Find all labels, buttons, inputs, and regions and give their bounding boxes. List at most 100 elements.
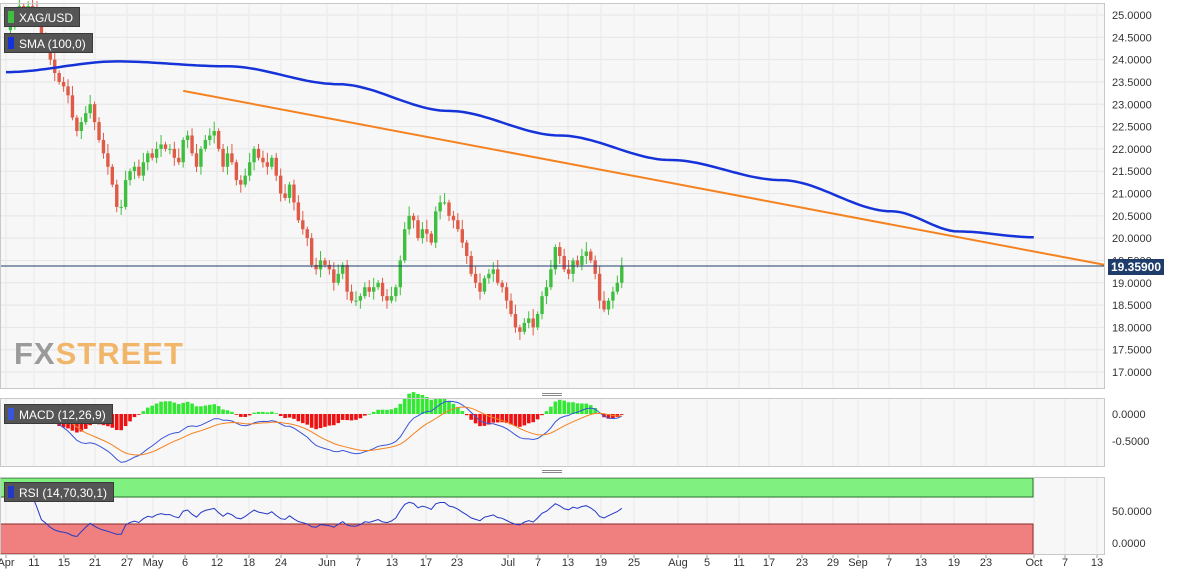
candle [97,117,101,143]
macd-bar [265,412,270,414]
macd-bar [389,409,394,414]
symbol-swatch [8,11,14,23]
macd-bar [380,409,385,414]
macd-bar [447,401,451,414]
candle [580,248,584,271]
macd-bar [460,411,465,414]
candle [451,210,456,229]
candle [553,244,558,275]
candle [132,161,137,180]
candle [327,259,332,275]
macd-signal-line [5,406,622,456]
candle [301,210,305,235]
candle [602,291,606,313]
candle [154,141,159,164]
candle [287,181,292,204]
candle [123,170,128,210]
pane-resize-handle[interactable] [542,393,562,396]
candle [558,242,562,265]
candle [88,94,92,119]
candle [611,286,615,309]
candle [442,193,447,206]
candle [513,304,518,333]
time-tick-label: 23 [980,557,992,569]
candle [615,275,620,295]
candle [101,132,106,159]
macd-bar [203,405,208,414]
macd-bar [580,403,584,414]
macd-bar [482,414,487,426]
candle [221,143,225,173]
time-tick-label: Sep [848,557,868,569]
pane-resize-handle[interactable] [542,470,562,473]
time-tick-label: 17 [420,557,432,569]
time-tick-label: 7 [355,557,361,569]
macd-bar [429,399,434,414]
candle [460,219,464,248]
candle [212,121,216,144]
time-tick-label: 15 [58,557,70,569]
candle [70,85,75,121]
macd-bar [314,414,318,430]
candle [265,152,270,175]
candle [371,277,376,300]
macd-bar [238,414,243,417]
macd-bar [464,414,469,416]
macd-bar [119,414,123,431]
macd-bar [216,406,221,414]
candle [411,213,416,229]
candle [456,213,460,232]
candle [544,280,549,305]
candle [407,206,411,235]
time-tick-label: 6 [182,557,188,569]
macd-bar [340,414,345,420]
time-tick-label: 19 [948,557,960,569]
candle [491,262,495,282]
candle [75,114,79,137]
macd-bar [376,409,380,414]
price-tick-label: 19.0000 [1112,278,1152,290]
macd-bar [323,414,327,427]
macd-bar [305,414,310,425]
time-tick-label: 27 [121,557,133,569]
macd-bar [394,407,398,414]
macd-bar [243,414,248,418]
time-tick-label: 7 [535,557,541,569]
price-tick-label: 17.0000 [1112,367,1152,379]
macd-legend[interactable]: MACD (12,26,9) [4,404,113,424]
macd-bar [261,411,265,414]
macd-bar [199,406,203,414]
macd-bar [278,414,283,417]
time-tick-label: 17 [763,557,775,569]
macd-bar [611,414,615,419]
rsi-legend[interactable]: RSI (14,70,30,1) [4,482,115,502]
macd-bar [283,414,287,419]
time-tick-label: 7 [886,557,892,569]
macd-bar [566,402,571,414]
macd-bar [562,400,566,414]
candle [571,257,575,282]
candle [425,219,429,242]
candle [518,324,522,340]
macd-bar [274,413,279,414]
candle [296,195,301,223]
time-tick-label: 25 [628,557,640,569]
rsi-pane-border [0,477,1105,555]
price-tick-label: 21.5000 [1112,166,1152,178]
candle [185,130,190,148]
candle [504,282,509,309]
macd-bar [371,411,376,414]
macd-bar [172,402,177,414]
candle [252,146,256,171]
macd-bar [327,414,332,426]
price-axis: 25.0000 24.5000 24.0000 23.5000 23.0000 22.50… [1112,10,1152,379]
symbol-legend[interactable]: XAG/USD [4,7,81,27]
sma-legend[interactable]: SMA (100,0) [4,33,93,53]
time-tick-label: 12 [211,557,223,569]
macd-bar [363,414,367,416]
candle [500,280,504,293]
price-tick-label: 22.0000 [1112,144,1152,156]
candle [354,291,358,306]
candle [434,206,438,248]
